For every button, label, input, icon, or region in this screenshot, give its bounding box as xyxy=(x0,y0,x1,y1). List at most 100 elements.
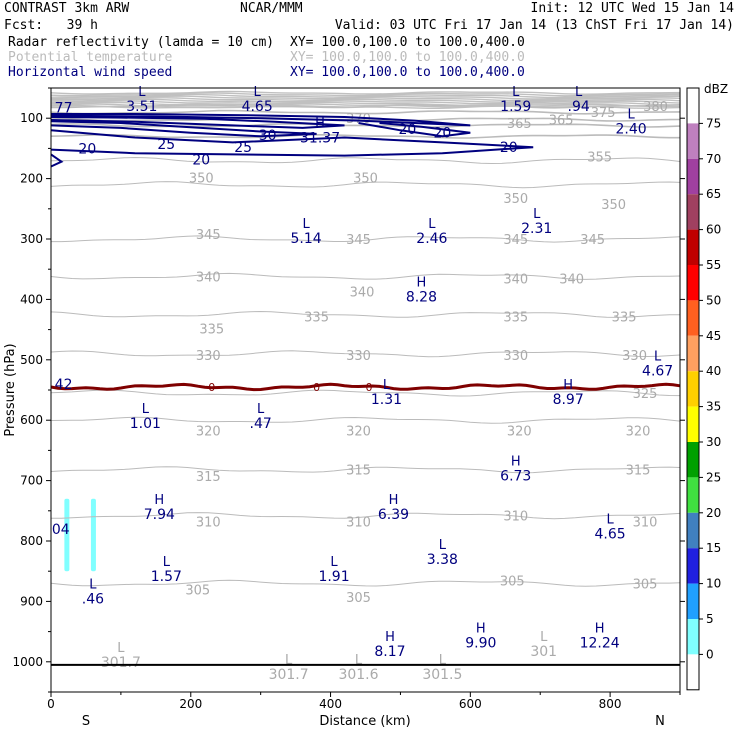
colorbar-label: 45 xyxy=(706,329,721,343)
theta-label: 305 xyxy=(633,577,658,592)
theta-label: 330 xyxy=(503,349,528,364)
colorbar-label: 0 xyxy=(706,647,714,661)
theta-label: 355 xyxy=(587,150,612,165)
y-tick-label: 100 xyxy=(20,111,43,125)
reflectivity-cell xyxy=(64,498,70,572)
theta-contour-350 xyxy=(50,181,681,189)
theta-label: 315 xyxy=(196,470,221,485)
theta-label: 380 xyxy=(643,100,668,115)
wind-speed-contour-30 xyxy=(50,153,64,168)
extremum-high-marker: H xyxy=(595,621,605,636)
colorbar-swatch xyxy=(687,194,699,230)
theta-label: 350 xyxy=(189,171,214,186)
colorbar-swatch xyxy=(687,619,699,655)
theta-label: 310 xyxy=(196,516,221,531)
extremum-value: 4.65 xyxy=(595,527,626,543)
extremum-value: 4.65 xyxy=(242,99,273,115)
extremum-value: 8.28 xyxy=(406,289,437,305)
colorbar-swatch xyxy=(687,442,699,478)
y-tick-label: 700 xyxy=(20,474,43,488)
theta-label: 375 xyxy=(591,106,616,121)
extremum-value: 301.7 xyxy=(101,655,141,671)
extremum-high-marker: H xyxy=(385,630,395,645)
y-tick-label: 1000 xyxy=(12,655,43,669)
extremum-value: 42 xyxy=(55,377,73,393)
extremum-low-marker: L xyxy=(428,217,436,232)
extremum-value: 5.14 xyxy=(291,231,322,247)
extremum-value: 1.91 xyxy=(318,569,349,585)
colorbar-label: 30 xyxy=(706,435,721,449)
colorbar-swatch xyxy=(687,335,699,372)
field-1-name: Radar reflectivity (lamda = 10 cm) xyxy=(8,35,275,50)
wind-speed-contour-20 xyxy=(50,113,471,127)
theta-label: 335 xyxy=(612,310,637,325)
x-tick-label: 800 xyxy=(599,697,622,711)
theta-contour-upper xyxy=(50,90,681,95)
theta-contour-325 xyxy=(50,389,681,397)
theta-contour-upper xyxy=(50,98,681,103)
theta-contour-355 xyxy=(50,156,681,165)
extremum-low-marker: L xyxy=(606,513,614,528)
freezing-level-line xyxy=(50,382,681,392)
colorbar-label: 5 xyxy=(706,612,714,626)
extremum-high-marker: H xyxy=(511,455,521,470)
extremum-value: 6.39 xyxy=(378,507,409,523)
theta-label: 330 xyxy=(346,349,371,364)
colorbar-swatch xyxy=(687,158,699,195)
colorbar-label: 55 xyxy=(706,258,721,272)
colorbar-label: 25 xyxy=(706,470,721,484)
extremum-low-marker: L xyxy=(383,378,391,393)
init-time: Init: 12 UTC Wed 15 Jan 14 xyxy=(530,1,735,16)
extremum-value: 301.6 xyxy=(338,667,378,683)
wind-speed-contour-25 xyxy=(358,122,471,138)
extremum-value: 301.5 xyxy=(422,667,462,683)
colorbar-swatch xyxy=(687,654,699,690)
extremum-value: 2.46 xyxy=(416,231,447,247)
colorbar-swatch xyxy=(687,265,699,301)
extremum-value: 8.97 xyxy=(553,392,584,408)
theta-label: 350 xyxy=(503,192,528,207)
theta-label: 340 xyxy=(559,272,584,287)
extremum-low-marker: L xyxy=(627,107,635,122)
theta-label: 320 xyxy=(626,424,651,439)
theta-label: 320 xyxy=(346,424,371,439)
wind-speed-label: 25 xyxy=(157,137,175,153)
extremum-low-marker: L xyxy=(355,653,363,668)
y-tick-label: 800 xyxy=(20,534,43,548)
wind-speed-contour-30 xyxy=(50,116,345,129)
theta-contour-365 xyxy=(50,122,681,128)
colorbar-swatch xyxy=(687,88,699,124)
x-tick-label: 600 xyxy=(459,697,482,711)
extremum-value: 301.7 xyxy=(269,667,309,683)
colorbar-swatch xyxy=(687,406,699,442)
extremum-value: 1.31 xyxy=(371,392,402,408)
wind-speed-label: 20 xyxy=(192,152,210,168)
y-tick-label: 600 xyxy=(20,413,43,427)
extremum-value: 7.94 xyxy=(144,507,175,523)
extremum-low-marker: L xyxy=(439,538,447,553)
extremum-value: 2.31 xyxy=(521,221,552,237)
theta-label: 325 xyxy=(633,387,658,402)
theta-contour-upper xyxy=(50,101,681,106)
colorbar-swatch xyxy=(687,300,699,336)
colorbar-swatch xyxy=(687,512,699,549)
extremum-low-marker: L xyxy=(330,555,338,570)
theta-label: 350 xyxy=(601,198,626,213)
wind-speed-label: 20 xyxy=(500,140,518,156)
wind-speed-label: 20 xyxy=(433,126,451,142)
extremum-high-marker: H xyxy=(563,378,573,393)
theta-label: 305 xyxy=(185,583,210,598)
theta-contour-360 xyxy=(50,133,680,139)
extremum-value: .46 xyxy=(82,591,104,607)
wind-speed-label: 20 xyxy=(399,122,417,138)
theta-label: 335 xyxy=(503,310,528,325)
wind-speed-label: 20 xyxy=(78,141,96,157)
extremum-value: 1.01 xyxy=(130,416,161,432)
y-tick-label: 900 xyxy=(20,594,43,608)
extremum-low-marker: L xyxy=(138,85,146,100)
theta-contour-320 xyxy=(50,416,681,424)
theta-contour-330 xyxy=(50,350,681,358)
theta-contour-345 xyxy=(51,235,681,243)
